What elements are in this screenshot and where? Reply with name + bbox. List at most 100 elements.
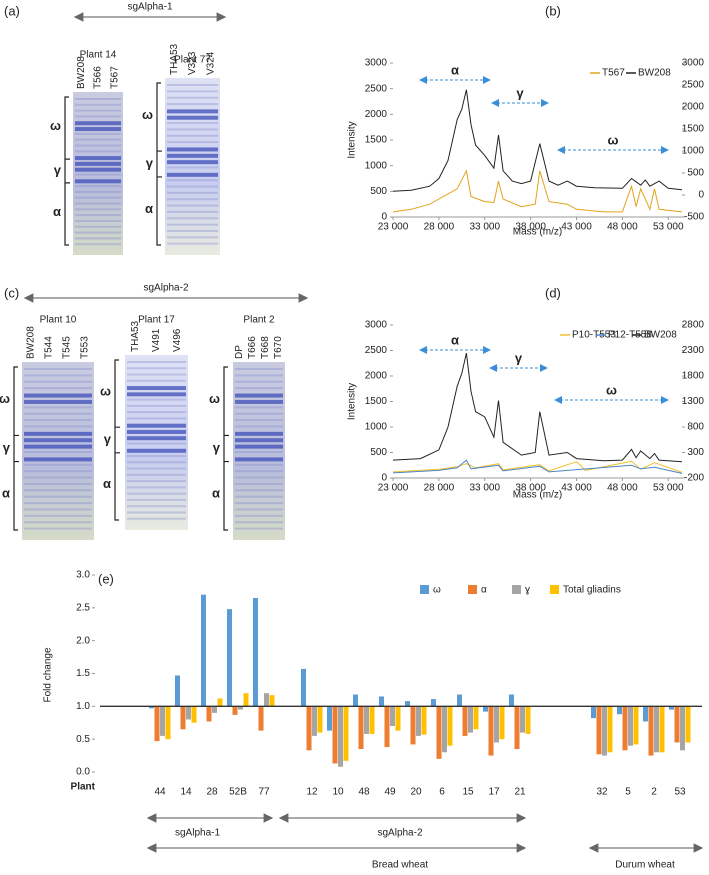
gel-band [235,387,283,390]
bar [483,706,488,712]
y-tick-label: 0 [381,473,387,484]
series-line [392,459,683,474]
gel-band [127,442,186,445]
bar [622,706,628,751]
gel-band [127,429,186,434]
construct-label: sgAlpha-2 [143,283,188,294]
band-label: α [212,486,220,501]
bar [364,706,369,734]
y-tick-label: 1000 [365,422,388,433]
lane-label: V324 [205,51,216,75]
bar [395,706,401,731]
gel-band [75,161,121,166]
gel-band [24,489,92,492]
bar [358,706,364,750]
gel-band [75,214,121,217]
gel-band [24,368,92,370]
gel-band [235,412,283,415]
gel-band [24,406,92,409]
gel-band [235,527,283,530]
gel-band [167,90,218,93]
y-tick-label: 2500 [365,345,388,356]
bar [525,706,531,734]
x-tick-label: 43 000 [561,222,592,233]
legend-swatch [512,585,521,594]
band-label: α [145,201,153,216]
y-tick-label: 3000 [365,58,388,69]
gel-band [167,103,218,106]
gel-band [24,495,92,498]
band-label: α [103,476,111,491]
gel-band [167,210,218,213]
x-tick-label: 52B [229,787,247,798]
gel-band [127,448,186,453]
gel-band [75,150,121,153]
x-tick-label: 38 000 [515,483,546,494]
gel-band [235,495,283,498]
lane-label: T544 [44,336,55,359]
x-axis-label: Mass (m/z) [513,227,562,238]
gel-band [167,198,218,201]
gel-band [75,138,121,141]
y-tick-label: 1000 [365,160,388,171]
gel-band [24,419,92,422]
x-axis-label: Mass (m/z) [513,490,562,501]
gel-band [75,179,121,184]
gel-band [235,380,283,383]
x-tick-label: 6 [439,787,445,798]
bar [338,706,343,767]
band-bracket [13,366,19,531]
bar [149,706,154,709]
gel-band [127,492,186,495]
x-tick-label: 28 000 [424,222,455,233]
gel-band [24,431,92,436]
bar [628,706,633,746]
bar [154,706,160,742]
legend-swatch [468,585,477,594]
group-label: Durum wheat [615,860,675,871]
bar [499,706,505,740]
group-label: Bread wheat [372,860,428,871]
panel-label: (e) [98,571,114,586]
gel-band [167,223,218,226]
region-label: ω [606,382,617,397]
gel-band [235,502,283,505]
gel-band [24,470,92,473]
y-tick-label: 0.0 [76,767,90,778]
bar [332,706,338,764]
panel-label: (a) [4,3,20,18]
x-tick-label: 77 [258,787,270,798]
gel-band [75,103,121,106]
lane-label: V491 [151,328,162,352]
band-label: ω [209,391,220,406]
gel-band [75,185,121,188]
x-tick-label: 48 000 [607,483,638,494]
lane-label: T566 [93,66,104,89]
lane-label: T670 [273,336,284,359]
bar [201,594,206,707]
legend-label: BW208 [638,68,671,79]
bar [421,706,427,735]
bar [520,706,525,733]
bar [654,706,659,753]
gel-band [127,473,186,476]
gel-band [235,463,283,466]
y-tick-label: 2.5 [76,602,90,613]
y2-tick-label: 0 [698,190,704,201]
gel-band [235,521,283,524]
gel-band [75,231,121,234]
band-bracket [156,82,162,246]
y-tick-label: 2.0 [76,635,90,646]
bar [253,597,258,707]
gel-band [24,508,92,511]
band-label: γ [104,431,112,446]
legend-swatch [550,585,559,594]
bar [596,706,602,755]
y2-tick-label: 800 [687,422,704,433]
bar [617,706,622,715]
y2-tick-label: 300 [687,447,704,458]
gel-band [235,399,283,404]
gel-band [75,109,121,112]
bar [457,694,462,707]
plant-label: Plant 2 [243,315,275,326]
